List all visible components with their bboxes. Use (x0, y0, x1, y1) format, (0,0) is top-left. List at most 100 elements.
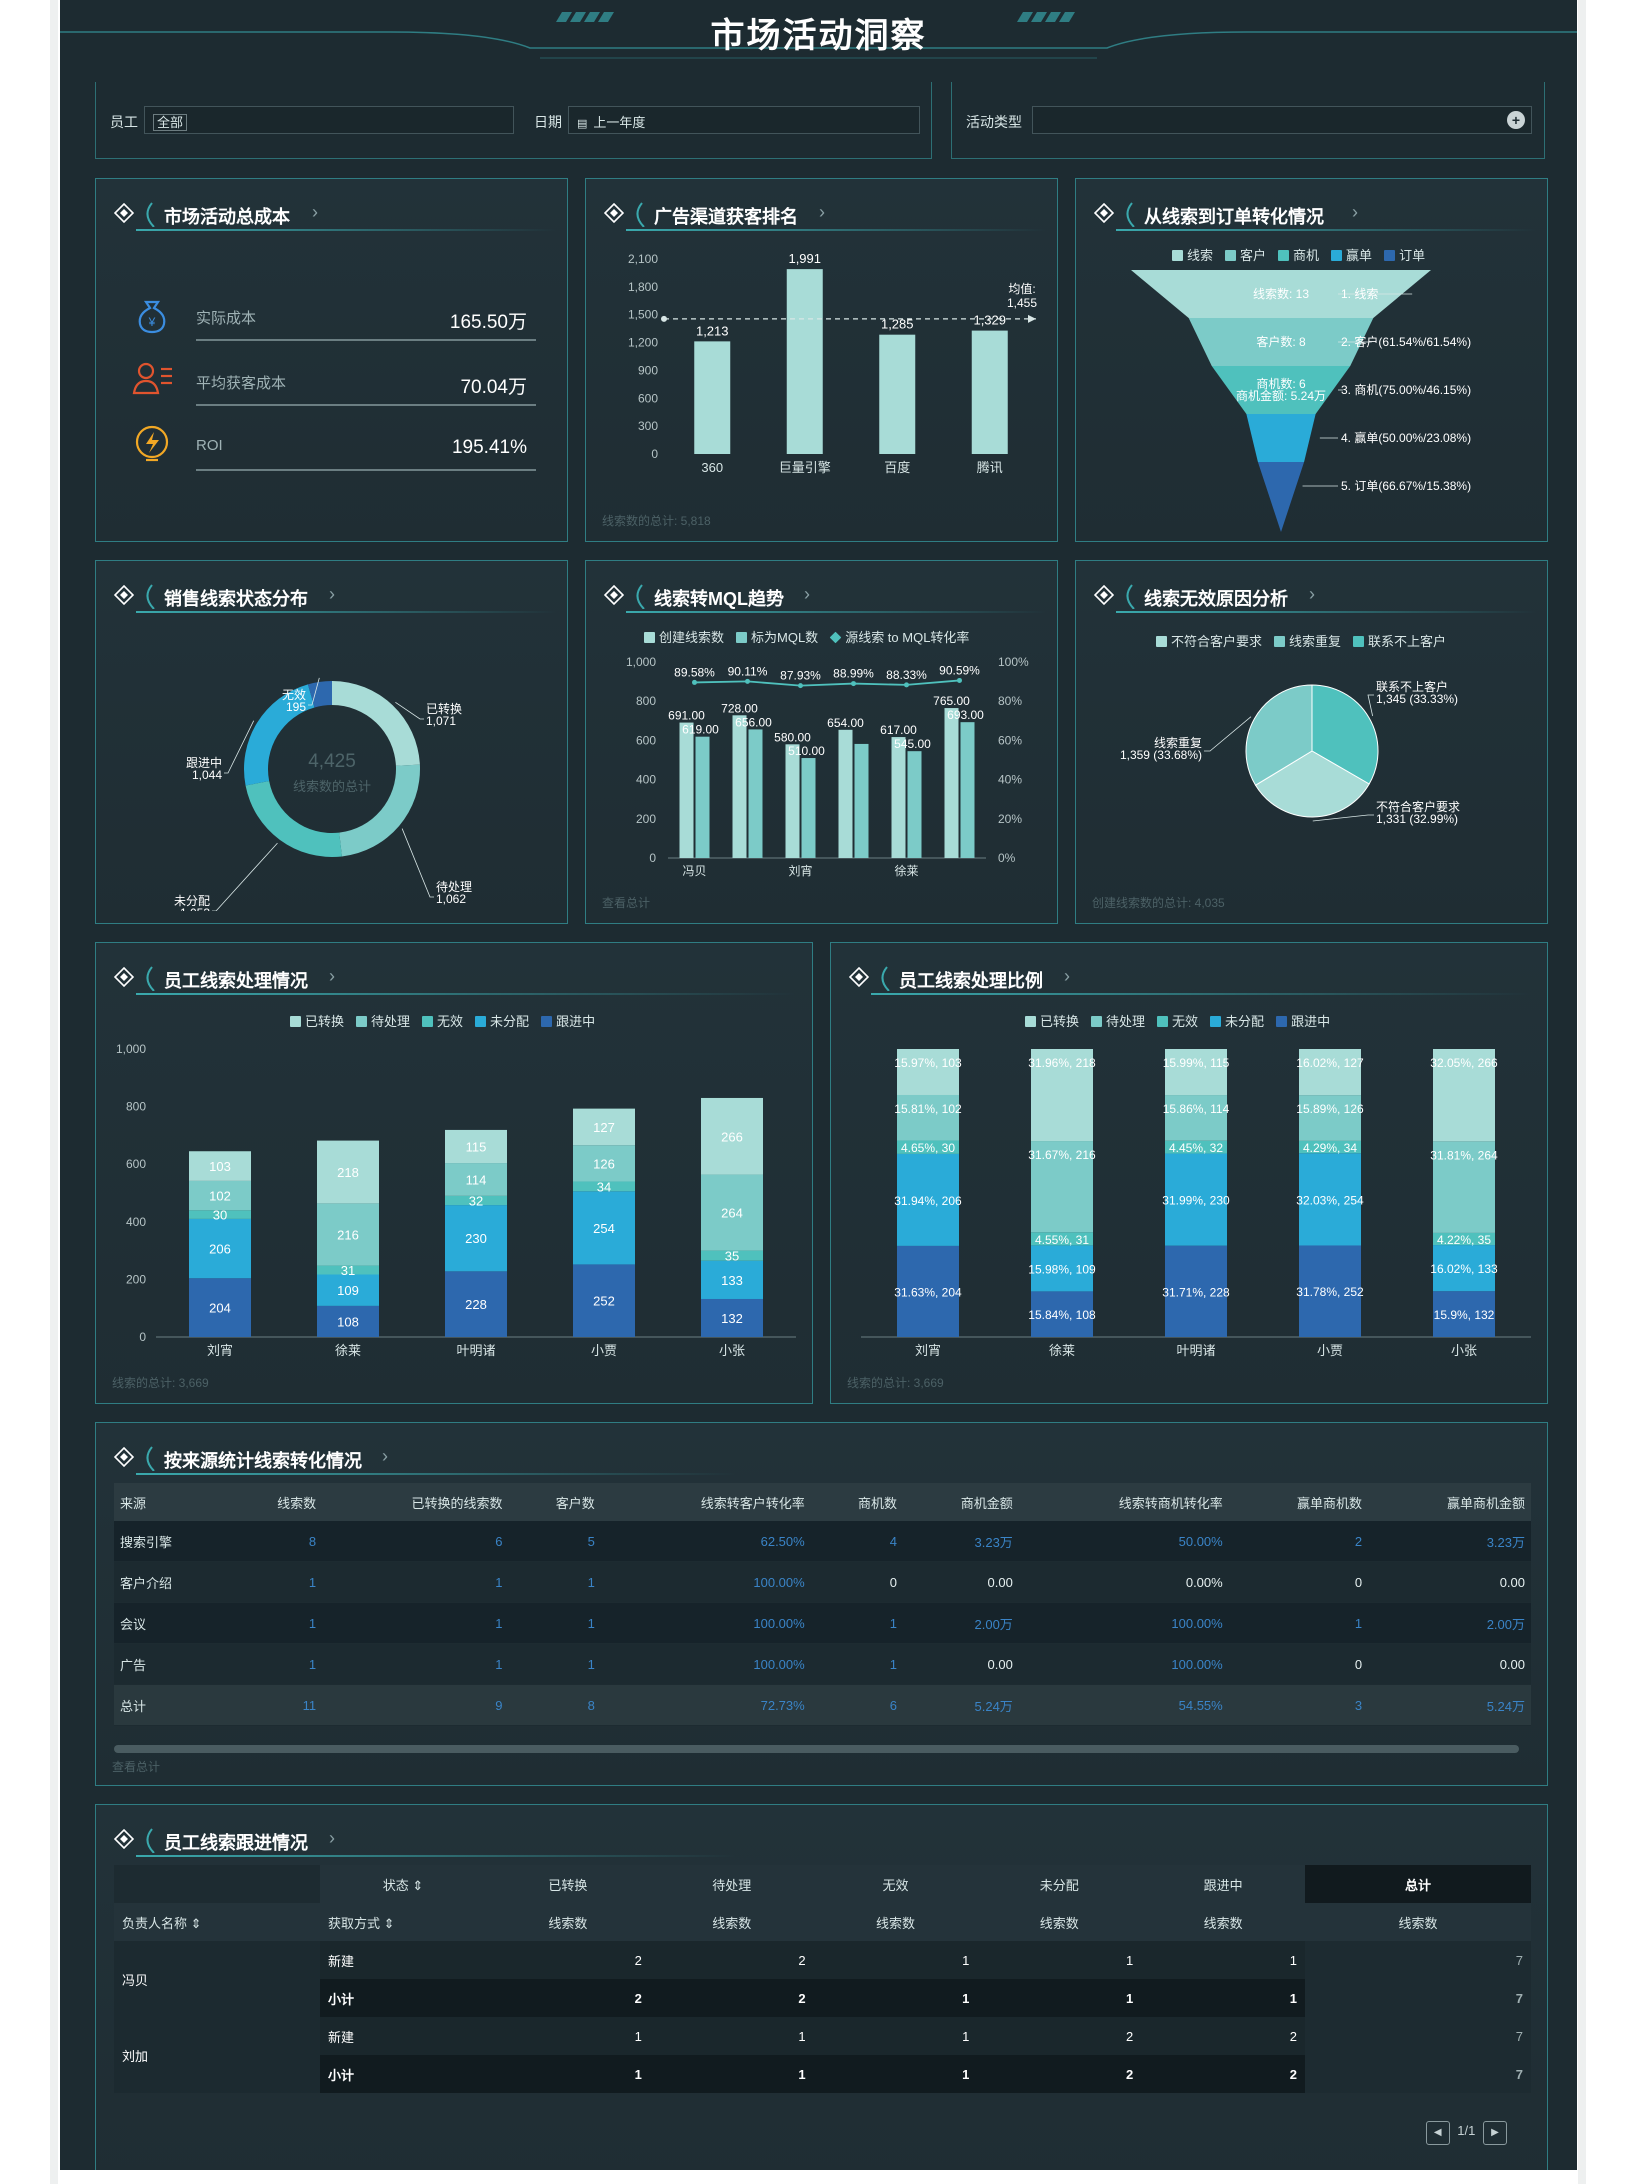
bar-value-label: 693.00 (947, 708, 984, 722)
table-row[interactable]: 会议 1 1 1 100.00% 1 2.00万 100.00% 1 2.00万 (114, 1602, 1531, 1644)
bar-value-label: 580.00 (774, 730, 811, 744)
diamond-icon (604, 203, 624, 223)
donut-slice (307, 681, 332, 708)
column-header[interactable]: 客户数 (508, 1483, 601, 1521)
column-header[interactable]: 线索转客户转化率 (600, 1483, 811, 1521)
table-row[interactable]: 广告 1 1 1 100.00% 1 0.00 100.00% 0 0.00 (114, 1643, 1531, 1685)
legend-item[interactable]: 待处理 (1091, 1011, 1145, 1030)
legend-item[interactable]: 跟进中 (1276, 1011, 1330, 1030)
y-tick-label: 200 (126, 1272, 146, 1286)
horizontal-scrollbar[interactable] (114, 1745, 1519, 1753)
lightning-icon (135, 425, 169, 462)
status-column-header[interactable]: 跟进中 (1141, 1865, 1305, 1903)
column-header[interactable]: 商机金额 (903, 1483, 1019, 1521)
metric-header: 线索数 (1141, 1903, 1305, 1941)
table-cell: 1 (508, 1643, 601, 1685)
column-header[interactable]: 线索转商机转化率 (1018, 1483, 1229, 1521)
y-tick-label: 0 (651, 447, 658, 461)
segment-value-label: 218 (337, 1165, 359, 1180)
legend-item[interactable]: 不符合客户要求 (1156, 631, 1262, 650)
next-page-icon[interactable]: ▶ (1483, 2121, 1507, 2145)
legend-item[interactable]: 标为MQL数 (736, 627, 818, 646)
legend-item[interactable]: 赢单 (1331, 245, 1372, 264)
legend-item[interactable]: 商机 (1278, 245, 1319, 264)
legend-label: 无效 (1172, 1014, 1199, 1029)
employee-filter-input[interactable]: 全部 (144, 106, 514, 134)
rate-label: 89.58% (674, 665, 715, 679)
table-row[interactable]: 搜索引擎 8 6 5 62.50% 4 3.23万 50.00% 2 3.23万 (114, 1521, 1531, 1562)
legend-item[interactable]: 待处理 (356, 1011, 410, 1030)
donut-slice-value: 1,044 (192, 768, 222, 782)
stacked-bar-segment (189, 1218, 251, 1279)
legend-item[interactable]: 客户 (1225, 245, 1266, 264)
column-header[interactable]: 已转换的线索数 (322, 1483, 509, 1521)
legend-swatch (1384, 250, 1396, 261)
legend-item[interactable]: 订单 (1384, 245, 1425, 264)
pivot-row[interactable]: 刘加 新建 1 1 1 2 2 7 (114, 2017, 1531, 2093)
status-column-header[interactable]: 未分配 (977, 1865, 1142, 1903)
legend-item[interactable]: 已转换 (290, 1011, 344, 1030)
funnel-inner-label: 线索数: 13 (1253, 286, 1309, 301)
legend-label: 已转换 (1040, 1014, 1080, 1029)
pivot-row[interactable]: 冯贝 新建 2 2 1 1 1 7 (114, 1941, 1531, 2017)
bar-mql (907, 751, 922, 858)
status-column-header[interactable]: 无效 (813, 1865, 978, 1903)
table-cell: 0.00 (903, 1643, 1019, 1685)
chart-footer[interactable]: 查看总计 (602, 896, 651, 910)
legend-item[interactable]: 线索 (1172, 245, 1213, 264)
owner-name-cell: 刘加 (114, 2017, 320, 2093)
pivot-row[interactable]: 小计 1 1 1 2 2 7 (114, 2055, 1531, 2093)
legend-item[interactable]: 创建线索数 (644, 627, 724, 646)
legend-item[interactable]: 无效 (1157, 1011, 1198, 1030)
owner-header[interactable]: 负责人名称 ⇕ (114, 1903, 320, 1941)
table-cell: 0 (1228, 1561, 1369, 1603)
legend-swatch (475, 1016, 487, 1027)
table-cell: 0 (810, 1561, 903, 1603)
table-row[interactable]: 客户介绍 1 1 1 100.00% 0 0.00 0.00% 0 0.00 (114, 1561, 1531, 1603)
segment-value-label: 15.89%, 126 (1296, 1102, 1364, 1116)
legend-label: 订单 (1399, 248, 1426, 263)
status-column-header[interactable]: 待处理 (649, 1865, 814, 1903)
value-cell: 1 (813, 1979, 978, 2017)
y2-tick-label: 80% (998, 694, 1022, 708)
legend-item[interactable]: 已转换 (1025, 1011, 1079, 1030)
legend-item[interactable]: 联系不上客户 (1353, 631, 1446, 650)
legend-item[interactable]: 线索重复 (1274, 631, 1341, 650)
method-header[interactable]: 获取方式 ⇕ (320, 1903, 486, 1941)
donut-slice (332, 681, 420, 766)
panel-title-text: 线索无效原因分析 (1144, 589, 1288, 609)
column-header[interactable]: 赢单商机金额 (1368, 1483, 1531, 1521)
legend-item[interactable]: 源线索 to MQL转化率 (829, 627, 969, 646)
date-filter-input[interactable]: ▤ 上一年度 (568, 106, 920, 134)
pivot-row[interactable]: 小计 2 2 1 1 1 7 (114, 1979, 1531, 2017)
segment-value-label: 206 (209, 1242, 231, 1257)
x-tick-label: 小张 (1451, 1343, 1477, 1358)
table-cell: 0.00 (903, 1561, 1019, 1603)
activity-type-select[interactable]: + (1032, 106, 1532, 134)
status-header[interactable]: 状态 ⇕ (320, 1865, 486, 1903)
table-cell: 5.24万 (1368, 1684, 1531, 1726)
metric-header: 线索数 (1305, 1903, 1531, 1941)
segment-value-label: 31 (341, 1263, 355, 1278)
legend-item[interactable]: 跟进中 (541, 1011, 595, 1030)
segment-value-label: 31.78%, 252 (1296, 1285, 1364, 1299)
legend-item[interactable]: 无效 (422, 1011, 463, 1030)
chevron-right-icon: › (819, 202, 825, 222)
bar-created (944, 708, 959, 858)
column-header[interactable]: 来源 (114, 1483, 230, 1521)
chart-footer: 线索的总计: 3,669 (847, 1376, 944, 1390)
table-footer[interactable]: 查看总计 (112, 1760, 161, 1774)
stacked-bar-segment (317, 1203, 379, 1266)
column-header[interactable]: 线索数 (229, 1483, 323, 1521)
table-cell: 5 (508, 1521, 601, 1562)
legend-item[interactable]: 未分配 (1210, 1011, 1264, 1030)
column-header[interactable]: 赢单商机数 (1228, 1483, 1369, 1521)
column-header[interactable]: 商机数 (810, 1483, 903, 1521)
status-column-header[interactable]: 总计 (1305, 1865, 1531, 1903)
table-cell: 0.00 (1368, 1643, 1531, 1685)
status-column-header[interactable]: 已转换 (486, 1865, 650, 1903)
add-circle-icon[interactable]: + (1507, 111, 1525, 129)
stacked-bar-segment (573, 1145, 635, 1182)
legend-item[interactable]: 未分配 (475, 1011, 529, 1030)
prev-page-icon[interactable]: ◀ (1425, 2121, 1450, 2145)
